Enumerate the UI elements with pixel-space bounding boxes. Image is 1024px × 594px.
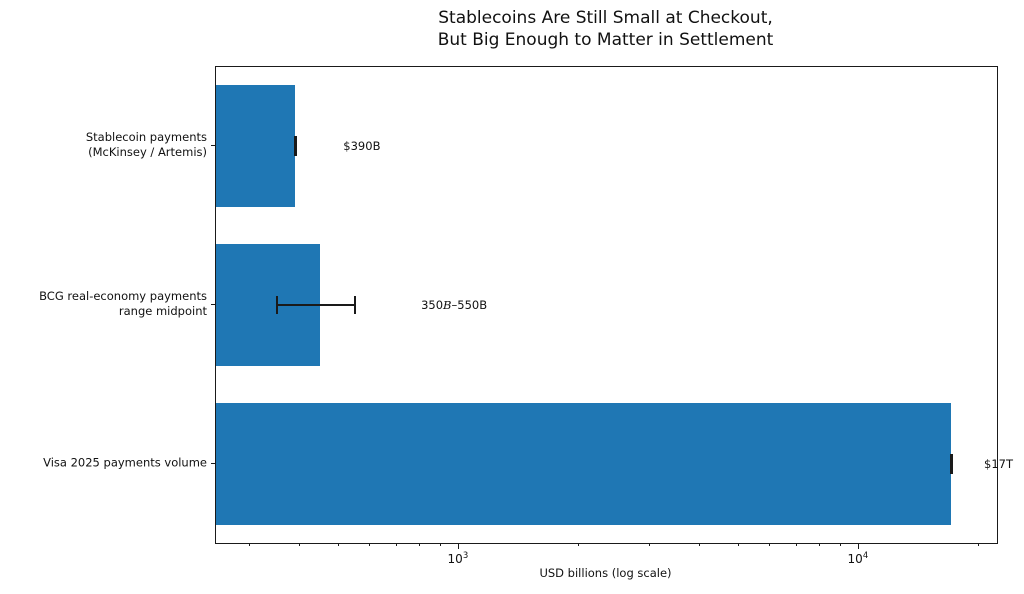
x-tick-minor — [369, 543, 371, 546]
tick-base: 10 — [447, 552, 463, 566]
error-bar-cap — [949, 453, 953, 474]
x-tick-minor — [419, 543, 421, 546]
value-annotation: $17T — [984, 457, 1013, 471]
y-axis-tick — [211, 462, 215, 464]
annotation-text: $390B — [343, 139, 381, 154]
tick-exponent: 4 — [862, 551, 869, 561]
x-tick-label: 103 — [448, 551, 469, 566]
x-tick-minor — [839, 543, 841, 546]
tick-base: 10 — [847, 552, 863, 566]
plot-area: $390B 350B–550B $17T — [215, 66, 1013, 544]
y-axis-tick — [211, 304, 215, 305]
value-annotation: 350B–550B — [421, 298, 487, 312]
error-bar-cap — [293, 136, 297, 157]
x-tick-minor — [795, 543, 797, 546]
x-tick-minor — [578, 543, 580, 546]
annotation-text: –550B — [451, 298, 488, 312]
annotation-text: $17T — [984, 456, 1013, 471]
x-tick-minor — [819, 543, 821, 546]
tick-exponent: 3 — [462, 551, 469, 561]
bar — [216, 85, 296, 208]
x-tick-major — [857, 543, 859, 549]
chart-title: Stablecoins Are Still Small at Checkout,… — [437, 8, 774, 51]
x-tick-minor — [395, 543, 397, 546]
annotation-text: B — [443, 298, 452, 312]
error-bar-cap — [275, 296, 278, 314]
x-tick-minor — [298, 543, 300, 546]
annotation-text: 350 — [421, 298, 444, 312]
x-axis-label: USD billions (log scale) — [539, 566, 672, 580]
x-tick-minor — [698, 543, 700, 546]
x-tick-minor — [248, 543, 250, 546]
category-label: Visa 2025 payments volume — [43, 455, 207, 470]
x-tick-minor — [337, 543, 339, 546]
value-annotation: $390B — [343, 139, 380, 153]
bar — [216, 402, 951, 525]
x-tick-label: 104 — [848, 551, 869, 566]
x-tick-minor — [978, 543, 980, 546]
category-label: Stablecoin payments (McKinsey / Artemis) — [85, 130, 207, 160]
y-axis-tick — [211, 145, 215, 147]
error-bar-line — [276, 304, 355, 306]
x-tick-minor — [769, 543, 771, 546]
category-label: BCG real-economy payments range midpoint — [39, 289, 207, 318]
error-bar-cap — [354, 296, 357, 314]
x-tick-minor — [737, 543, 739, 546]
x-tick-minor — [439, 543, 441, 546]
x-tick-major — [457, 543, 459, 549]
x-tick-minor — [648, 543, 650, 546]
